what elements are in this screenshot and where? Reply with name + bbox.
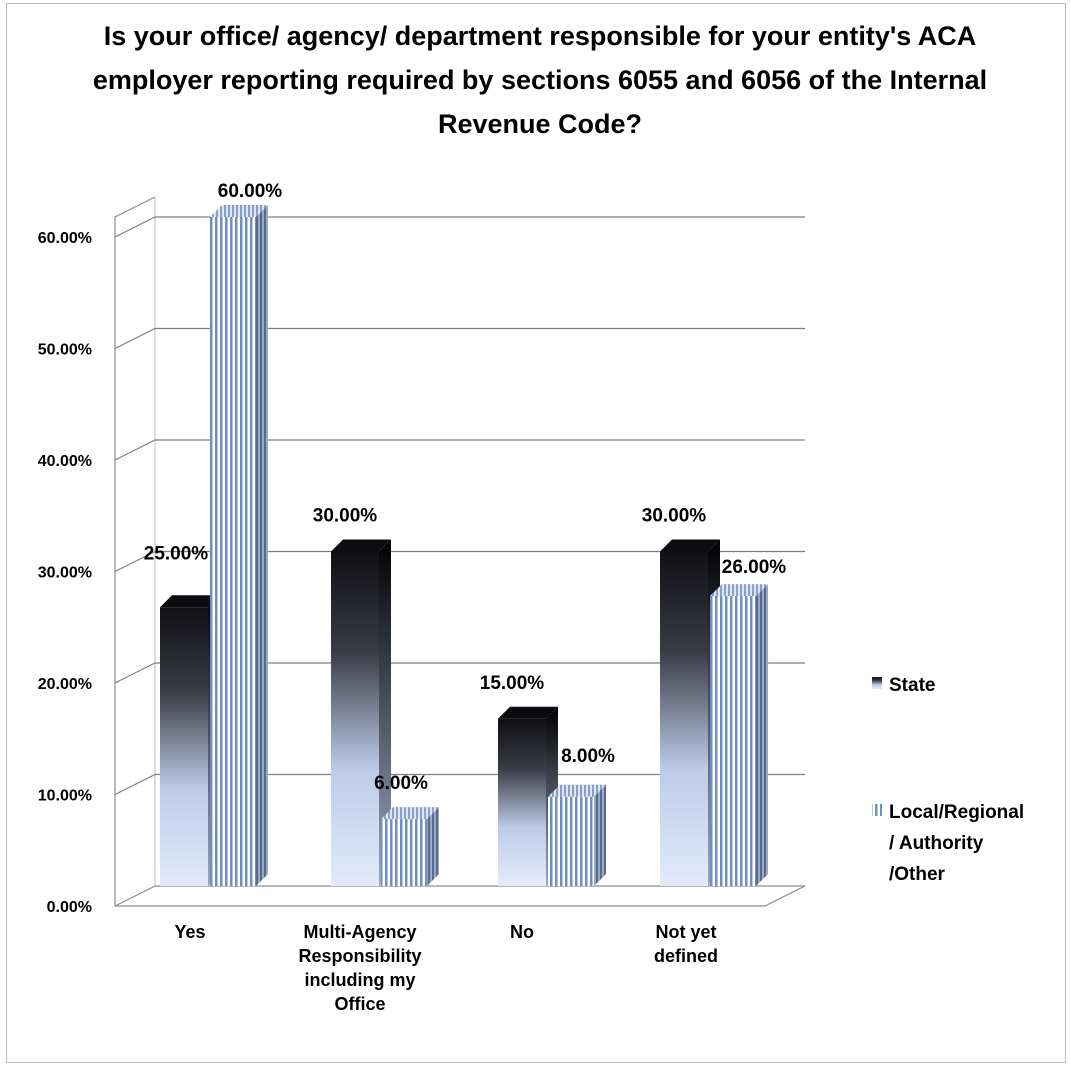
bar-top-face bbox=[498, 706, 558, 719]
gridline bbox=[114, 550, 805, 573]
bar-top-face bbox=[331, 539, 391, 552]
bar-top-face bbox=[660, 539, 720, 552]
bar-front-face bbox=[660, 551, 708, 886]
data-label: 6.00% bbox=[374, 773, 428, 794]
bar-top-face bbox=[160, 595, 220, 608]
bar-top-face bbox=[381, 807, 439, 820]
x-tick-label-line: Multi-Agency bbox=[303, 922, 416, 942]
data-label: 30.00% bbox=[313, 506, 378, 527]
x-tick-label-line: defined bbox=[654, 946, 718, 966]
data-label: 8.00% bbox=[561, 746, 615, 767]
bar-front-face bbox=[548, 796, 594, 886]
bar-local bbox=[710, 584, 768, 886]
bar-side-face bbox=[427, 807, 439, 886]
bar-front-face bbox=[498, 718, 546, 886]
y-tick-label: 40.00% bbox=[38, 453, 92, 470]
y-tick-label: 0.00% bbox=[47, 899, 92, 916]
bar-local bbox=[210, 205, 268, 886]
bar-front-face bbox=[331, 551, 379, 886]
bar-local bbox=[548, 784, 606, 886]
x-tick-label-line: Yes bbox=[174, 922, 205, 942]
chart-title: Is your office/ agency/ department respo… bbox=[92, 21, 988, 139]
x-tick-label-line: Office bbox=[334, 994, 385, 1014]
legend-label-line: /Other bbox=[889, 864, 946, 885]
data-label: 15.00% bbox=[480, 673, 545, 694]
x-tick-label: Multi-Agency Responsibility including my Of… bbox=[298, 922, 421, 1014]
bar-side-face bbox=[379, 539, 391, 886]
bar-local bbox=[381, 807, 439, 886]
y-tick-label: 50.00% bbox=[38, 342, 92, 359]
legend-label-line: / Authority bbox=[889, 833, 984, 854]
x-tick-label-line: including my bbox=[304, 970, 415, 990]
gridline bbox=[114, 439, 805, 461]
floor bbox=[114, 885, 806, 907]
gridline bbox=[114, 216, 805, 238]
y-tick-label: 60.00% bbox=[38, 230, 92, 247]
legend-swatch-local bbox=[872, 804, 882, 816]
bar-front-face bbox=[381, 819, 427, 886]
legend: State Local/Regional / Authority/Other bbox=[872, 675, 1024, 885]
legend-swatch-state bbox=[872, 677, 882, 689]
gridline bbox=[114, 773, 805, 796]
data-label: 25.00% bbox=[144, 543, 209, 564]
data-label: 60.00% bbox=[218, 181, 283, 202]
legend-label-local: Local/Regional / Authority/Other bbox=[889, 802, 1024, 885]
y-tick-label: 30.00% bbox=[38, 565, 92, 582]
bar-top-face bbox=[210, 205, 268, 217]
x-tick-label-line: Not yet bbox=[655, 922, 716, 942]
x-tick-label-line: No bbox=[510, 922, 534, 942]
data-label: 26.00% bbox=[722, 557, 787, 578]
y-tick-label: 20.00% bbox=[38, 676, 92, 693]
x-tick-label: No bbox=[510, 922, 534, 942]
chart-frame bbox=[6, 3, 1066, 1063]
bar-top-face bbox=[548, 784, 606, 797]
legend-label-line: Local/Regional bbox=[889, 802, 1024, 823]
bar-state bbox=[331, 539, 391, 886]
bar-front-face bbox=[210, 217, 256, 886]
x-tick-label: Not yet defined bbox=[654, 922, 718, 966]
y-tick-label: 10.00% bbox=[38, 788, 92, 805]
bar-front-face bbox=[710, 596, 756, 886]
gridline bbox=[114, 327, 805, 350]
bar-side-face bbox=[756, 584, 768, 886]
x-tick-label-line: Responsibility bbox=[298, 946, 421, 966]
x-tick-label: Yes bbox=[174, 922, 205, 942]
bar-side-face bbox=[594, 784, 606, 886]
gridline bbox=[114, 662, 805, 684]
bar-side-face bbox=[256, 205, 268, 886]
data-label: 30.00% bbox=[642, 506, 707, 527]
bar-front-face bbox=[160, 607, 208, 886]
bar-top-face bbox=[710, 584, 768, 597]
left-wall bbox=[114, 196, 156, 906]
legend-label-state: State bbox=[889, 675, 935, 696]
